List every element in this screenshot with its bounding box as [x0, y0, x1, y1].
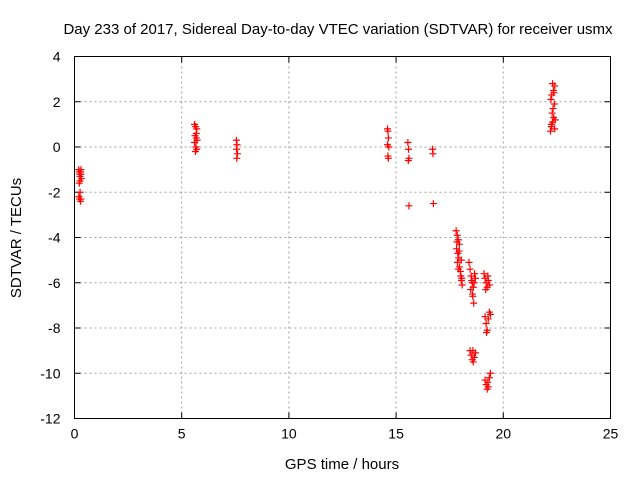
- data-point: [548, 109, 556, 117]
- data-point: [549, 105, 557, 113]
- data-point: [458, 281, 466, 289]
- data-point: [483, 329, 491, 337]
- data-point: [465, 258, 473, 266]
- data-point: [454, 265, 462, 273]
- data-point: [486, 310, 494, 318]
- data-point: [429, 200, 437, 208]
- plot-frame: [74, 56, 611, 419]
- data-point: [471, 274, 479, 282]
- data-point: [458, 274, 466, 282]
- data-point: [549, 80, 557, 88]
- data-point: [405, 202, 413, 210]
- chart-title: Day 233 of 2017, Sidereal Day-to-day VTE…: [63, 21, 613, 38]
- data-point: [76, 177, 84, 185]
- data-point: [192, 129, 200, 137]
- data-point: [470, 299, 478, 307]
- data-point: [233, 154, 241, 162]
- data-point: [484, 272, 492, 280]
- data-point: [405, 145, 413, 153]
- data-point: [385, 143, 393, 151]
- x-axis-label: GPS time / hours: [285, 456, 399, 473]
- data-point: [485, 374, 493, 382]
- data-point: [457, 256, 465, 264]
- data-point: [469, 347, 477, 355]
- data-point: [551, 116, 559, 124]
- data-point: [233, 150, 241, 158]
- data-point: [77, 170, 85, 178]
- y-tick-label: -10: [40, 365, 60, 381]
- y-tick-label: -8: [48, 320, 61, 336]
- x-tick-label: 15: [388, 426, 404, 442]
- data-point: [453, 258, 461, 266]
- data-point: [547, 95, 555, 103]
- y-tick-label: -6: [48, 275, 61, 291]
- data-point: [485, 281, 493, 289]
- data-point: [191, 138, 199, 146]
- y-tick-label: 4: [53, 49, 61, 65]
- data-point: [470, 353, 478, 361]
- data-points: [75, 80, 559, 393]
- data-point: [547, 120, 555, 128]
- x-tick-label: 20: [496, 426, 512, 442]
- y-axis-label: SDTVAR / TECUs: [8, 178, 25, 298]
- data-point: [470, 279, 478, 287]
- x-tick-label: 25: [603, 426, 619, 442]
- data-point: [466, 265, 474, 273]
- data-point: [384, 127, 392, 135]
- data-point: [550, 89, 558, 97]
- data-point: [484, 378, 492, 386]
- data-point: [453, 238, 461, 246]
- y-tick-label: 2: [53, 94, 61, 110]
- data-point: [469, 358, 477, 366]
- data-point: [484, 315, 492, 323]
- data-point: [384, 134, 392, 142]
- data-point: [429, 150, 437, 158]
- data-point: [468, 290, 476, 298]
- data-point: [480, 270, 488, 278]
- x-tick-label: 10: [281, 426, 297, 442]
- grid: [74, 56, 611, 419]
- y-tick-label: -4: [48, 230, 61, 246]
- data-point: [76, 188, 84, 196]
- data-point: [232, 136, 240, 144]
- data-point: [191, 148, 199, 156]
- data-point: [486, 369, 494, 377]
- data-point: [550, 100, 558, 108]
- y-tick-label: -2: [48, 184, 61, 200]
- data-point: [404, 138, 412, 146]
- data-point: [233, 145, 241, 153]
- x-tick-label: 5: [178, 426, 186, 442]
- data-point: [471, 270, 479, 278]
- data-point: [77, 195, 85, 203]
- data-point: [469, 283, 477, 291]
- data-point: [482, 319, 490, 327]
- data-point: [384, 154, 392, 162]
- data-point: [546, 127, 554, 135]
- data-point: [453, 231, 461, 239]
- data-point: [482, 286, 490, 294]
- y-tick-label: -12: [40, 411, 60, 427]
- data-point: [452, 227, 460, 235]
- data-point: [404, 157, 412, 165]
- data-point: [455, 247, 463, 255]
- y-tick-label: 0: [53, 139, 61, 155]
- data-point: [551, 125, 559, 133]
- x-tick-label: 0: [71, 426, 79, 442]
